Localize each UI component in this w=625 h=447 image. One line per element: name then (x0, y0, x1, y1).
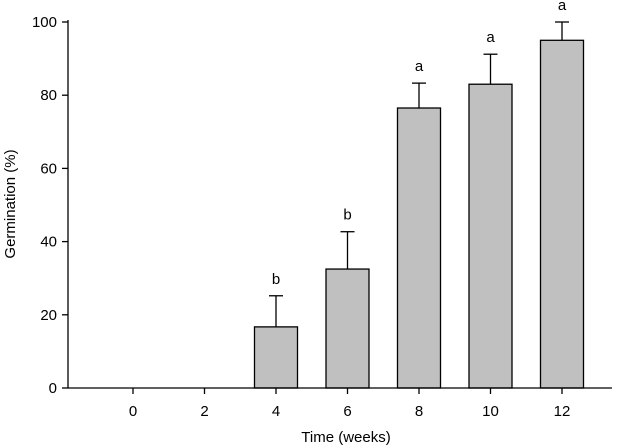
x-tick-label: 0 (129, 403, 137, 420)
y-ticks-layer: 0 20 40 60 80 100 (32, 14, 68, 397)
x-tick-label: 8 (415, 403, 423, 420)
significance-labels-layer: b b a a a (272, 0, 567, 288)
y-tick-label: 80 (40, 87, 57, 104)
x-tick-label: 4 (272, 403, 280, 420)
bar (539, 39, 585, 389)
error-bars-layer (269, 21, 569, 327)
x-tick-label: 12 (554, 403, 571, 420)
y-tick-label: 100 (32, 14, 57, 31)
significance-label: a (486, 29, 495, 46)
x-axis-title: Time (weeks) (301, 429, 390, 446)
y-tick-label: 0 (49, 380, 57, 397)
bar (253, 326, 299, 389)
y-tick-label: 20 (40, 307, 57, 324)
x-ticks-layer: 0 2 4 6 8 10 12 (129, 388, 571, 420)
y-tick-label: 40 (40, 234, 57, 251)
x-tick-label: 6 (343, 403, 351, 420)
bar (468, 83, 513, 389)
significance-label: b (272, 271, 280, 288)
y-tick-label: 60 (40, 160, 57, 177)
y-axis-title: Germination (%) (2, 149, 19, 258)
bar (325, 268, 370, 389)
axes-layer (67, 20, 612, 389)
significance-label: a (558, 0, 567, 14)
significance-label: a (415, 58, 424, 75)
x-tick-label: 10 (482, 403, 499, 420)
x-tick-label: 2 (200, 403, 208, 420)
bar (396, 107, 442, 389)
significance-label: b (343, 207, 351, 224)
